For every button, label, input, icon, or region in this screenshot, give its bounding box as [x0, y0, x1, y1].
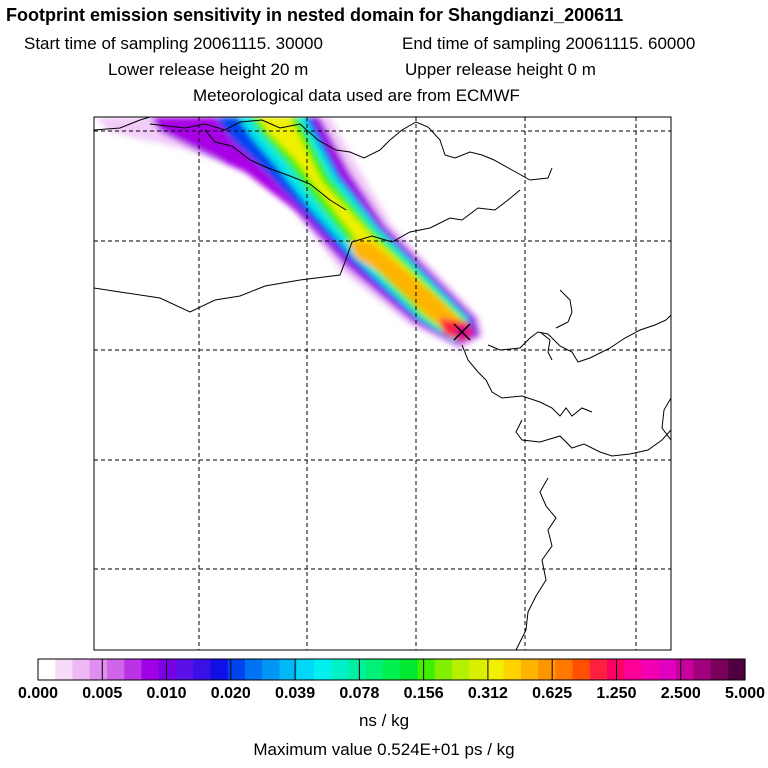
- colorbar-tick-label: 0.020: [210, 685, 251, 702]
- colorbar-cell: [727, 659, 746, 680]
- colorbar-cell: [676, 659, 694, 680]
- colorbar-cell: [451, 659, 470, 680]
- emission-plume: [94, 117, 671, 650]
- colorbar-tick-label: 0.625: [532, 685, 573, 702]
- colorbar-cell: [710, 659, 729, 680]
- colorbar-cell: [175, 659, 194, 680]
- upper-release-height: Upper release height 0 m: [405, 60, 596, 79]
- colorbar-cell: [124, 659, 143, 680]
- colorbar-cell: [296, 659, 315, 680]
- colorbar-cell: [572, 659, 591, 680]
- colorbar-cell: [469, 659, 487, 680]
- colorbar-cell: [400, 659, 418, 680]
- colorbar-cell: [382, 659, 401, 680]
- map-background: [94, 117, 671, 650]
- colorbar-cell: [89, 659, 108, 680]
- lower-release-height: Lower release height 20 m: [108, 60, 309, 79]
- colorbar-tick-label: 0.156: [403, 685, 444, 702]
- colorbar-cell: [193, 659, 212, 680]
- colorbar-cell: [262, 659, 281, 680]
- colorbar-cell: [538, 659, 556, 680]
- meteo-source: Meteorological data used are from ECMWF: [193, 86, 520, 105]
- colorbar-tick-label: 0.010: [146, 685, 187, 702]
- colorbar-tick-label: 2.500: [660, 685, 701, 702]
- colorbar-cell: [348, 659, 367, 680]
- colorbar-cell: [55, 659, 74, 680]
- colorbar-cell: [313, 659, 332, 680]
- map-frame: [93, 116, 672, 651]
- colorbar-cell: [331, 659, 349, 680]
- colorbar-cell: [158, 659, 177, 680]
- colorbar-cell: [106, 659, 125, 680]
- colorbar-cells: [38, 659, 746, 680]
- colorbar-cell: [520, 659, 539, 680]
- colorbar-tick-label: 0.078: [339, 685, 380, 702]
- colorbar-cell: [503, 659, 522, 680]
- colorbar-cell: [555, 659, 574, 680]
- colorbar-tick-label: 0.039: [275, 685, 316, 702]
- sampling-end: End time of sampling 20061115. 60000: [402, 34, 696, 53]
- colorbar-cell: [693, 659, 712, 680]
- colorbar-tick-label: 5.000: [724, 685, 766, 702]
- colorbar-cell: [365, 659, 384, 680]
- map-title: Footprint emission sensitivity in nested…: [6, 5, 624, 25]
- colorbar-cell: [38, 659, 56, 680]
- colorbar-cell: [434, 659, 453, 680]
- colorbar-units: ns / kg: [358, 711, 410, 730]
- colorbar-frame: [37, 658, 746, 681]
- colorbar-tick-label: 0.312: [467, 685, 508, 702]
- colorbar-cell: [210, 659, 229, 680]
- colorbar-cell: [417, 659, 436, 680]
- x-cross-icon: [453, 323, 471, 341]
- graticule: [94, 117, 671, 650]
- colorbar-cell: [227, 659, 246, 680]
- colorbar-cell: [658, 659, 677, 680]
- colorbar-cell: [279, 659, 298, 680]
- sampling-start: Start time of sampling 20061115. 30000: [24, 34, 323, 53]
- colorbar-tick-label: 0.000: [17, 685, 59, 702]
- coastlines-borders: [94, 117, 671, 650]
- colorbar-cell: [589, 659, 608, 680]
- colorbar-cell: [141, 659, 160, 680]
- maximum-value: Maximum value 0.524E+01 ps / kg: [253, 740, 515, 759]
- colorbar-cell: [244, 659, 263, 680]
- plume-core-orange: [348, 240, 462, 334]
- colorbar-cell: [486, 659, 505, 680]
- colorbar-cell: [72, 659, 91, 680]
- colorbar-tick-label: 0.005: [82, 685, 123, 702]
- colorbar-cell: [624, 659, 643, 680]
- colorbar-tick-label: 1.250: [596, 685, 637, 702]
- colorbar-cell: [641, 659, 660, 680]
